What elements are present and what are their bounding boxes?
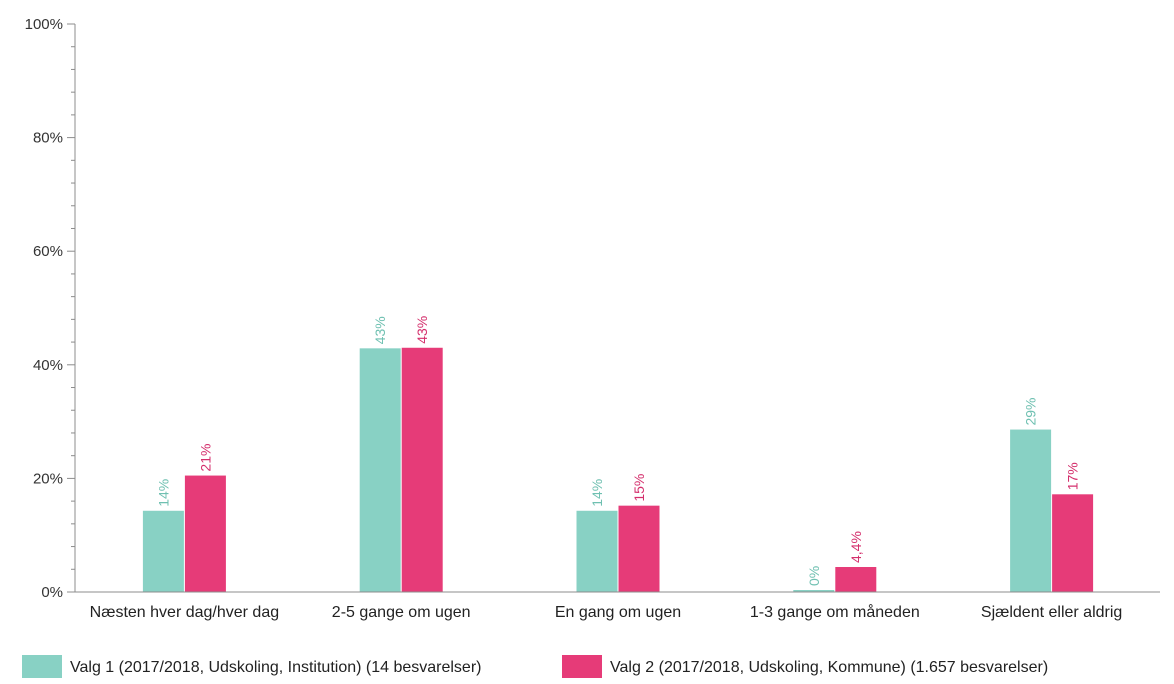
data-label: 21%	[197, 444, 213, 472]
y-tick-label: 60%	[33, 243, 63, 260]
data-label: 17%	[1065, 462, 1081, 490]
bar	[359, 348, 401, 592]
data-label: 0%	[806, 566, 822, 586]
y-tick-label: 100%	[25, 16, 63, 33]
legend-swatch	[562, 655, 602, 678]
data-label: 4,4%	[848, 531, 864, 563]
y-axis: 0% 20% 40% 60% 80% 100%	[25, 16, 76, 601]
bar	[142, 510, 184, 592]
legend-swatch	[22, 655, 62, 678]
data-label: 15%	[631, 474, 647, 502]
bar	[184, 475, 226, 592]
data-label: 43%	[372, 316, 388, 344]
bar	[793, 590, 835, 592]
bar	[835, 567, 877, 592]
y-tick-label: 40%	[33, 357, 63, 374]
y-tick-label: 80%	[33, 130, 63, 147]
bar	[1052, 494, 1094, 592]
x-tick-label: 2-5 gange om ugen	[332, 604, 471, 621]
x-tick-label: En gang om ugen	[555, 604, 681, 621]
bar	[1010, 429, 1052, 592]
x-tick-label: Sjældent eller aldrig	[981, 604, 1122, 621]
y-tick-label: 0%	[41, 584, 63, 601]
data-label: 29%	[1023, 398, 1039, 426]
bars: 14% 21% 43% 43% 14% 15% 0% 4,4% 29% 17%	[142, 316, 1094, 592]
data-label: 14%	[589, 479, 605, 507]
bar	[401, 347, 443, 592]
x-tick-label: 1-3 gange om måneden	[750, 603, 920, 621]
legend-label: Valg 1 (2017/2018, Udskoling, Institutio…	[70, 659, 481, 676]
legend-label: Valg 2 (2017/2018, Udskoling, Kommune) (…	[610, 659, 1048, 676]
data-label: 43%	[414, 316, 430, 344]
y-tick-label: 20%	[33, 470, 63, 487]
data-label: 14%	[155, 479, 171, 507]
bar	[618, 505, 660, 592]
x-axis: Næsten hver dag/hver dag 2-5 gange om uge…	[75, 591, 1160, 621]
x-tick-label: Næsten hver dag/hver dag	[90, 604, 279, 621]
legend: Valg 1 (2017/2018, Udskoling, Institutio…	[22, 655, 1048, 678]
bar	[576, 510, 618, 592]
